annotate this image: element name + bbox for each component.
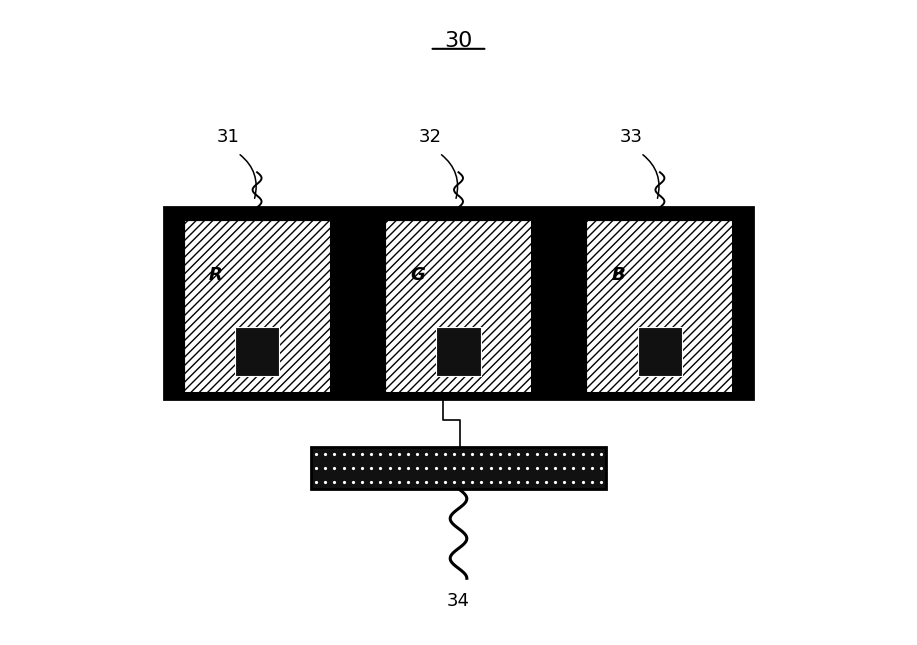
FancyBboxPatch shape [436, 327, 481, 375]
Text: 33: 33 [620, 128, 643, 146]
Bar [164, 208, 753, 399]
FancyBboxPatch shape [235, 327, 279, 375]
Bar [385, 220, 532, 393]
Text: R: R [209, 266, 223, 284]
Text: 34: 34 [447, 591, 470, 610]
Bar [183, 220, 331, 393]
Text: G: G [410, 266, 425, 284]
Bar [183, 220, 331, 393]
Text: 31: 31 [216, 128, 239, 146]
Bar [312, 447, 605, 489]
Bar [586, 220, 734, 393]
Bar [385, 220, 532, 393]
FancyBboxPatch shape [638, 327, 682, 375]
Text: 30: 30 [445, 31, 472, 51]
Text: B: B [612, 266, 625, 284]
Bar [586, 220, 734, 393]
Text: 32: 32 [418, 128, 441, 146]
